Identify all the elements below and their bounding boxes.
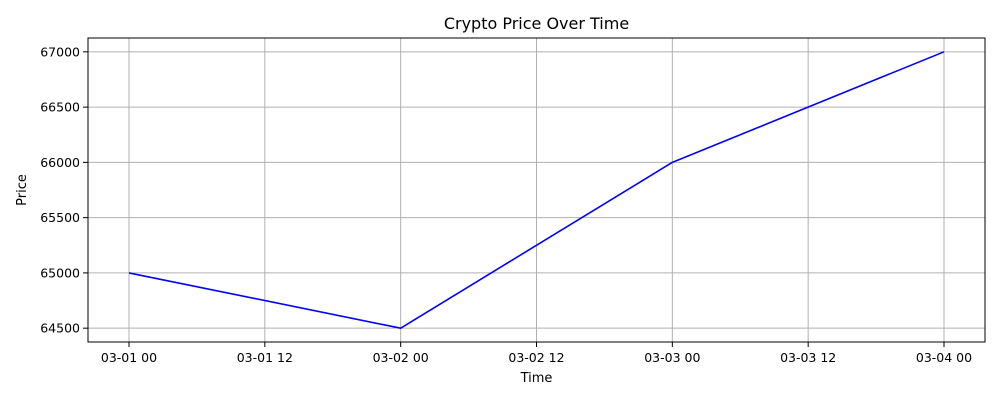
series-layer [128,51,945,329]
x-tick-label: 03-02 12 [508,350,564,365]
x-tick-label: 03-01 12 [237,350,293,365]
axis-ticks: 03-01 00 03-01 12 03-02 00 03-02 12 03-03 00… [40,44,972,365]
x-tick-label: 03-04 00 [916,350,972,365]
x-tick-label: 03-01 00 [101,350,157,365]
x-axis-label: Time [520,371,553,386]
y-tick-label: 65000 [40,265,80,280]
grid [88,38,985,342]
y-axis-label: Price [15,174,30,206]
y-tick-label: 64500 [40,321,80,336]
y-tick-label: 67000 [40,44,80,59]
y-tick-label: 66500 [40,100,80,115]
y-tick-label: 65500 [40,210,80,225]
x-tick-label: 03-02 00 [373,350,429,365]
y-tick-label: 66000 [40,155,80,170]
chart-title: Crypto Price Over Time [444,14,629,33]
x-tick-label: 03-03 12 [780,350,836,365]
series-line [128,51,945,329]
x-tick-label: 03-03 00 [644,350,700,365]
